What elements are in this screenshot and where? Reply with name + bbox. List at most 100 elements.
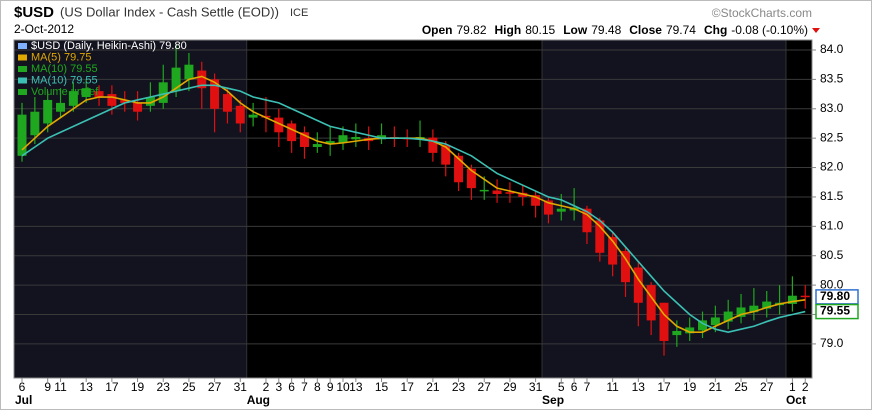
y-tick-label: 83.0 (820, 101, 844, 115)
quote-value: 79.82 (456, 23, 486, 37)
quote-label: High (495, 23, 522, 37)
candle-body (222, 94, 232, 112)
candle-body (287, 123, 297, 142)
symbol: $USD (14, 4, 54, 21)
x-tick-label: 3 (275, 380, 282, 394)
candle-body (299, 132, 309, 147)
candle-body (235, 105, 245, 124)
candle-body (56, 102, 66, 112)
candle-body (466, 168, 476, 189)
legend-swatch (18, 77, 27, 84)
y-tick-label: 84.0 (820, 42, 844, 56)
candle-body (30, 111, 40, 136)
x-tick-label: 10 (336, 380, 350, 394)
x-tick-label: 7 (301, 380, 308, 394)
candle-body (633, 267, 643, 303)
exchange: ICE (290, 7, 308, 19)
candle-body (646, 285, 656, 321)
x-tick-label: 1 (789, 380, 796, 394)
x-tick-label: 11 (606, 380, 619, 394)
x-tick-label: 25 (182, 380, 196, 394)
legend-label: $USD (Daily, Heikin-Ashi) 79.80 (31, 40, 187, 52)
x-tick-label: 23 (157, 380, 171, 394)
candle-body (723, 311, 733, 322)
candle-body (145, 97, 155, 106)
x-tick-label: 2 (263, 380, 270, 394)
down-arrow (812, 28, 820, 33)
x-tick-label: 9 (327, 380, 334, 394)
candle-body (351, 136, 361, 140)
x-tick-label: 21 (709, 380, 723, 394)
x-tick-label: 15 (375, 380, 389, 394)
x-tick-label: 19 (683, 380, 697, 394)
month-label: Aug (247, 393, 270, 407)
candle-body (428, 137, 438, 153)
candle-body (518, 192, 528, 197)
legend-label: MA(10) 79.55 (31, 63, 98, 75)
month-label: Jul (15, 393, 32, 407)
x-tick-label: 17 (401, 380, 415, 394)
candle-body (120, 99, 130, 103)
x-tick-label: 8 (314, 380, 321, 394)
last-value-label: 79.80 (820, 289, 850, 303)
candle-body (762, 301, 772, 309)
candle-body (556, 208, 566, 212)
candle-body (454, 155, 464, 183)
legend-label: MA(5) 79.75 (31, 51, 92, 63)
x-tick-label: 7 (584, 380, 591, 394)
candle-body (338, 135, 348, 143)
x-tick-label: 9 (44, 380, 51, 394)
legend-swatch (18, 89, 27, 95)
candle-body (197, 70, 207, 89)
x-tick-label: 17 (657, 380, 671, 394)
candle-body (17, 114, 27, 156)
legend-swatch (18, 66, 27, 72)
quote-value: 80.15 (525, 23, 555, 37)
candle-body (672, 330, 682, 336)
candle-body (595, 220, 605, 253)
candle-body (685, 327, 695, 334)
month-label: Oct (786, 393, 806, 407)
quote-label: Low (563, 23, 588, 37)
x-tick-label: 29 (503, 380, 517, 394)
candle-body (274, 117, 284, 133)
date: 2-Oct-2012 (14, 22, 74, 36)
x-tick-label: 6 (571, 380, 578, 394)
x-tick-label: 27 (760, 380, 774, 394)
candle-body (710, 317, 720, 326)
month-label: Sep (542, 393, 564, 407)
y-tick-label: 79.0 (820, 336, 844, 350)
legend-swatch (18, 43, 27, 49)
candle-body (441, 145, 451, 165)
candle-body (248, 114, 258, 118)
x-tick-label: 25 (734, 380, 748, 394)
quote-value: -0.08 (-0.10%) (731, 23, 808, 37)
y-tick-label: 83.5 (820, 72, 844, 86)
candle-body (800, 295, 810, 298)
candle-body (377, 135, 387, 140)
legend-swatch (18, 54, 27, 61)
candle-body (736, 307, 746, 317)
y-tick-label: 81.5 (820, 189, 844, 203)
x-tick-label: 31 (529, 380, 543, 394)
candle-body (43, 99, 53, 124)
x-tick-label: 21 (426, 380, 440, 394)
x-tick-label: 2 (802, 380, 809, 394)
candle-body (620, 251, 630, 283)
y-tick-label: 80.0 (820, 277, 844, 291)
candle-body (787, 295, 797, 304)
candle-body (171, 67, 181, 92)
description: (US Dollar Index - Cash Settle (EOD)) (60, 4, 279, 19)
candle-body (68, 91, 78, 106)
quote-label: Open (422, 23, 453, 37)
y-tick-label: 80.5 (820, 248, 844, 262)
candle-body (107, 94, 117, 106)
legend-label: Volume undef (31, 86, 99, 98)
month-band (14, 40, 247, 378)
candle-body (81, 88, 91, 98)
x-tick-label: 31 (234, 380, 248, 394)
x-tick-label: 11 (54, 380, 67, 394)
candle-body (749, 305, 759, 313)
